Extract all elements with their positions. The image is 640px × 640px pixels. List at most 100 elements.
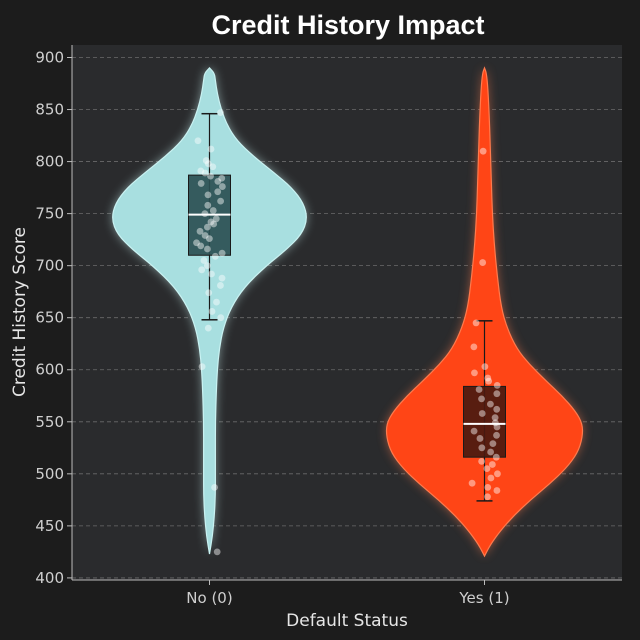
data-point — [491, 419, 499, 427]
x-tick-label: Yes (1) — [458, 589, 509, 607]
y-tick-label: 650 — [35, 309, 64, 327]
data-point — [488, 461, 496, 468]
data-point — [201, 232, 209, 239]
data-point — [204, 201, 212, 209]
y-tick-label: 700 — [35, 257, 64, 275]
data-point — [492, 453, 500, 461]
data-point — [217, 314, 225, 322]
x-ticks: No (0) Yes (1) — [186, 580, 510, 607]
data-point — [211, 252, 219, 260]
y-tick-label: 850 — [35, 101, 64, 119]
data-point — [218, 174, 226, 182]
data-point — [204, 324, 212, 332]
data-point — [475, 386, 483, 393]
data-point — [209, 207, 217, 214]
y-tick-label: 800 — [35, 153, 64, 171]
data-point — [478, 410, 486, 417]
axes — [71, 45, 622, 581]
data-point — [487, 448, 495, 456]
y-tick-label: 400 — [35, 569, 64, 587]
y-axis-label: Credit History Score — [10, 227, 30, 397]
data-point — [197, 242, 205, 250]
y-tick-label: 500 — [35, 465, 64, 483]
data-point — [196, 227, 204, 235]
data-point — [484, 493, 491, 501]
data-point — [213, 298, 220, 306]
data-point — [493, 405, 501, 413]
data-point — [205, 289, 213, 297]
plot-area-background — [72, 45, 622, 580]
data-point — [217, 109, 224, 117]
data-point — [193, 239, 200, 247]
data-point — [486, 400, 494, 408]
data-point — [478, 444, 486, 452]
data-point — [204, 245, 211, 253]
data-point — [202, 157, 210, 164]
data-point — [470, 427, 478, 435]
data-point — [212, 215, 220, 223]
data-point — [487, 474, 495, 482]
data-point — [204, 191, 212, 199]
data-point — [217, 282, 224, 289]
box-iqr — [463, 385, 506, 458]
data-point — [201, 169, 209, 177]
data-point — [484, 483, 492, 491]
data-point — [493, 390, 501, 398]
data-point — [485, 377, 493, 385]
data-point — [204, 223, 211, 231]
data-point — [218, 183, 226, 190]
data-point — [493, 381, 501, 389]
data-point — [205, 235, 213, 242]
data-point — [483, 465, 491, 473]
data-point — [494, 470, 501, 478]
data-point — [218, 274, 226, 282]
data-point — [197, 180, 205, 187]
data-point — [207, 145, 215, 153]
data-point — [200, 257, 208, 264]
data-point — [493, 487, 501, 494]
data-point — [491, 414, 499, 422]
x-axis-label: Default Status — [286, 611, 408, 631]
data-point — [207, 172, 214, 180]
data-point — [218, 249, 226, 257]
data-point — [493, 431, 500, 439]
data-point — [201, 210, 209, 218]
y-tick-label: 550 — [35, 413, 64, 431]
x-tick-label: No (0) — [186, 589, 232, 607]
data-point — [479, 259, 487, 266]
data-point — [207, 218, 215, 226]
data-point — [208, 308, 216, 315]
y-tick-label: 450 — [35, 517, 64, 535]
data-point — [479, 147, 487, 155]
y-tick-label: 600 — [35, 361, 64, 379]
data-point — [217, 197, 224, 205]
data-point — [210, 220, 218, 228]
violins — [112, 66, 584, 558]
data-point — [470, 343, 478, 351]
data-point — [198, 266, 206, 274]
data-point — [489, 440, 497, 448]
data-point — [211, 483, 218, 491]
data-point — [198, 363, 206, 371]
data-point — [484, 374, 492, 382]
data-point — [208, 270, 215, 278]
violin-group-0 — [112, 67, 307, 556]
data-point — [481, 363, 489, 371]
data-point — [478, 457, 486, 465]
data-point — [476, 435, 484, 442]
data-point — [204, 160, 212, 168]
data-point — [478, 395, 485, 403]
data-point — [472, 319, 480, 327]
data-point — [214, 177, 222, 185]
data-point — [209, 163, 217, 171]
data-point — [493, 423, 501, 431]
data-point — [197, 167, 205, 175]
data-point — [213, 548, 221, 556]
chart-title: Credit History Impact — [211, 10, 484, 40]
violin-group-1 — [385, 66, 584, 558]
y-tick-label: 750 — [35, 205, 64, 223]
data-point — [214, 188, 222, 196]
y-tick-label: 900 — [35, 48, 64, 66]
y-ticks: 400 450 500 550 600 650 700 750 800 850 900 — [35, 48, 72, 587]
